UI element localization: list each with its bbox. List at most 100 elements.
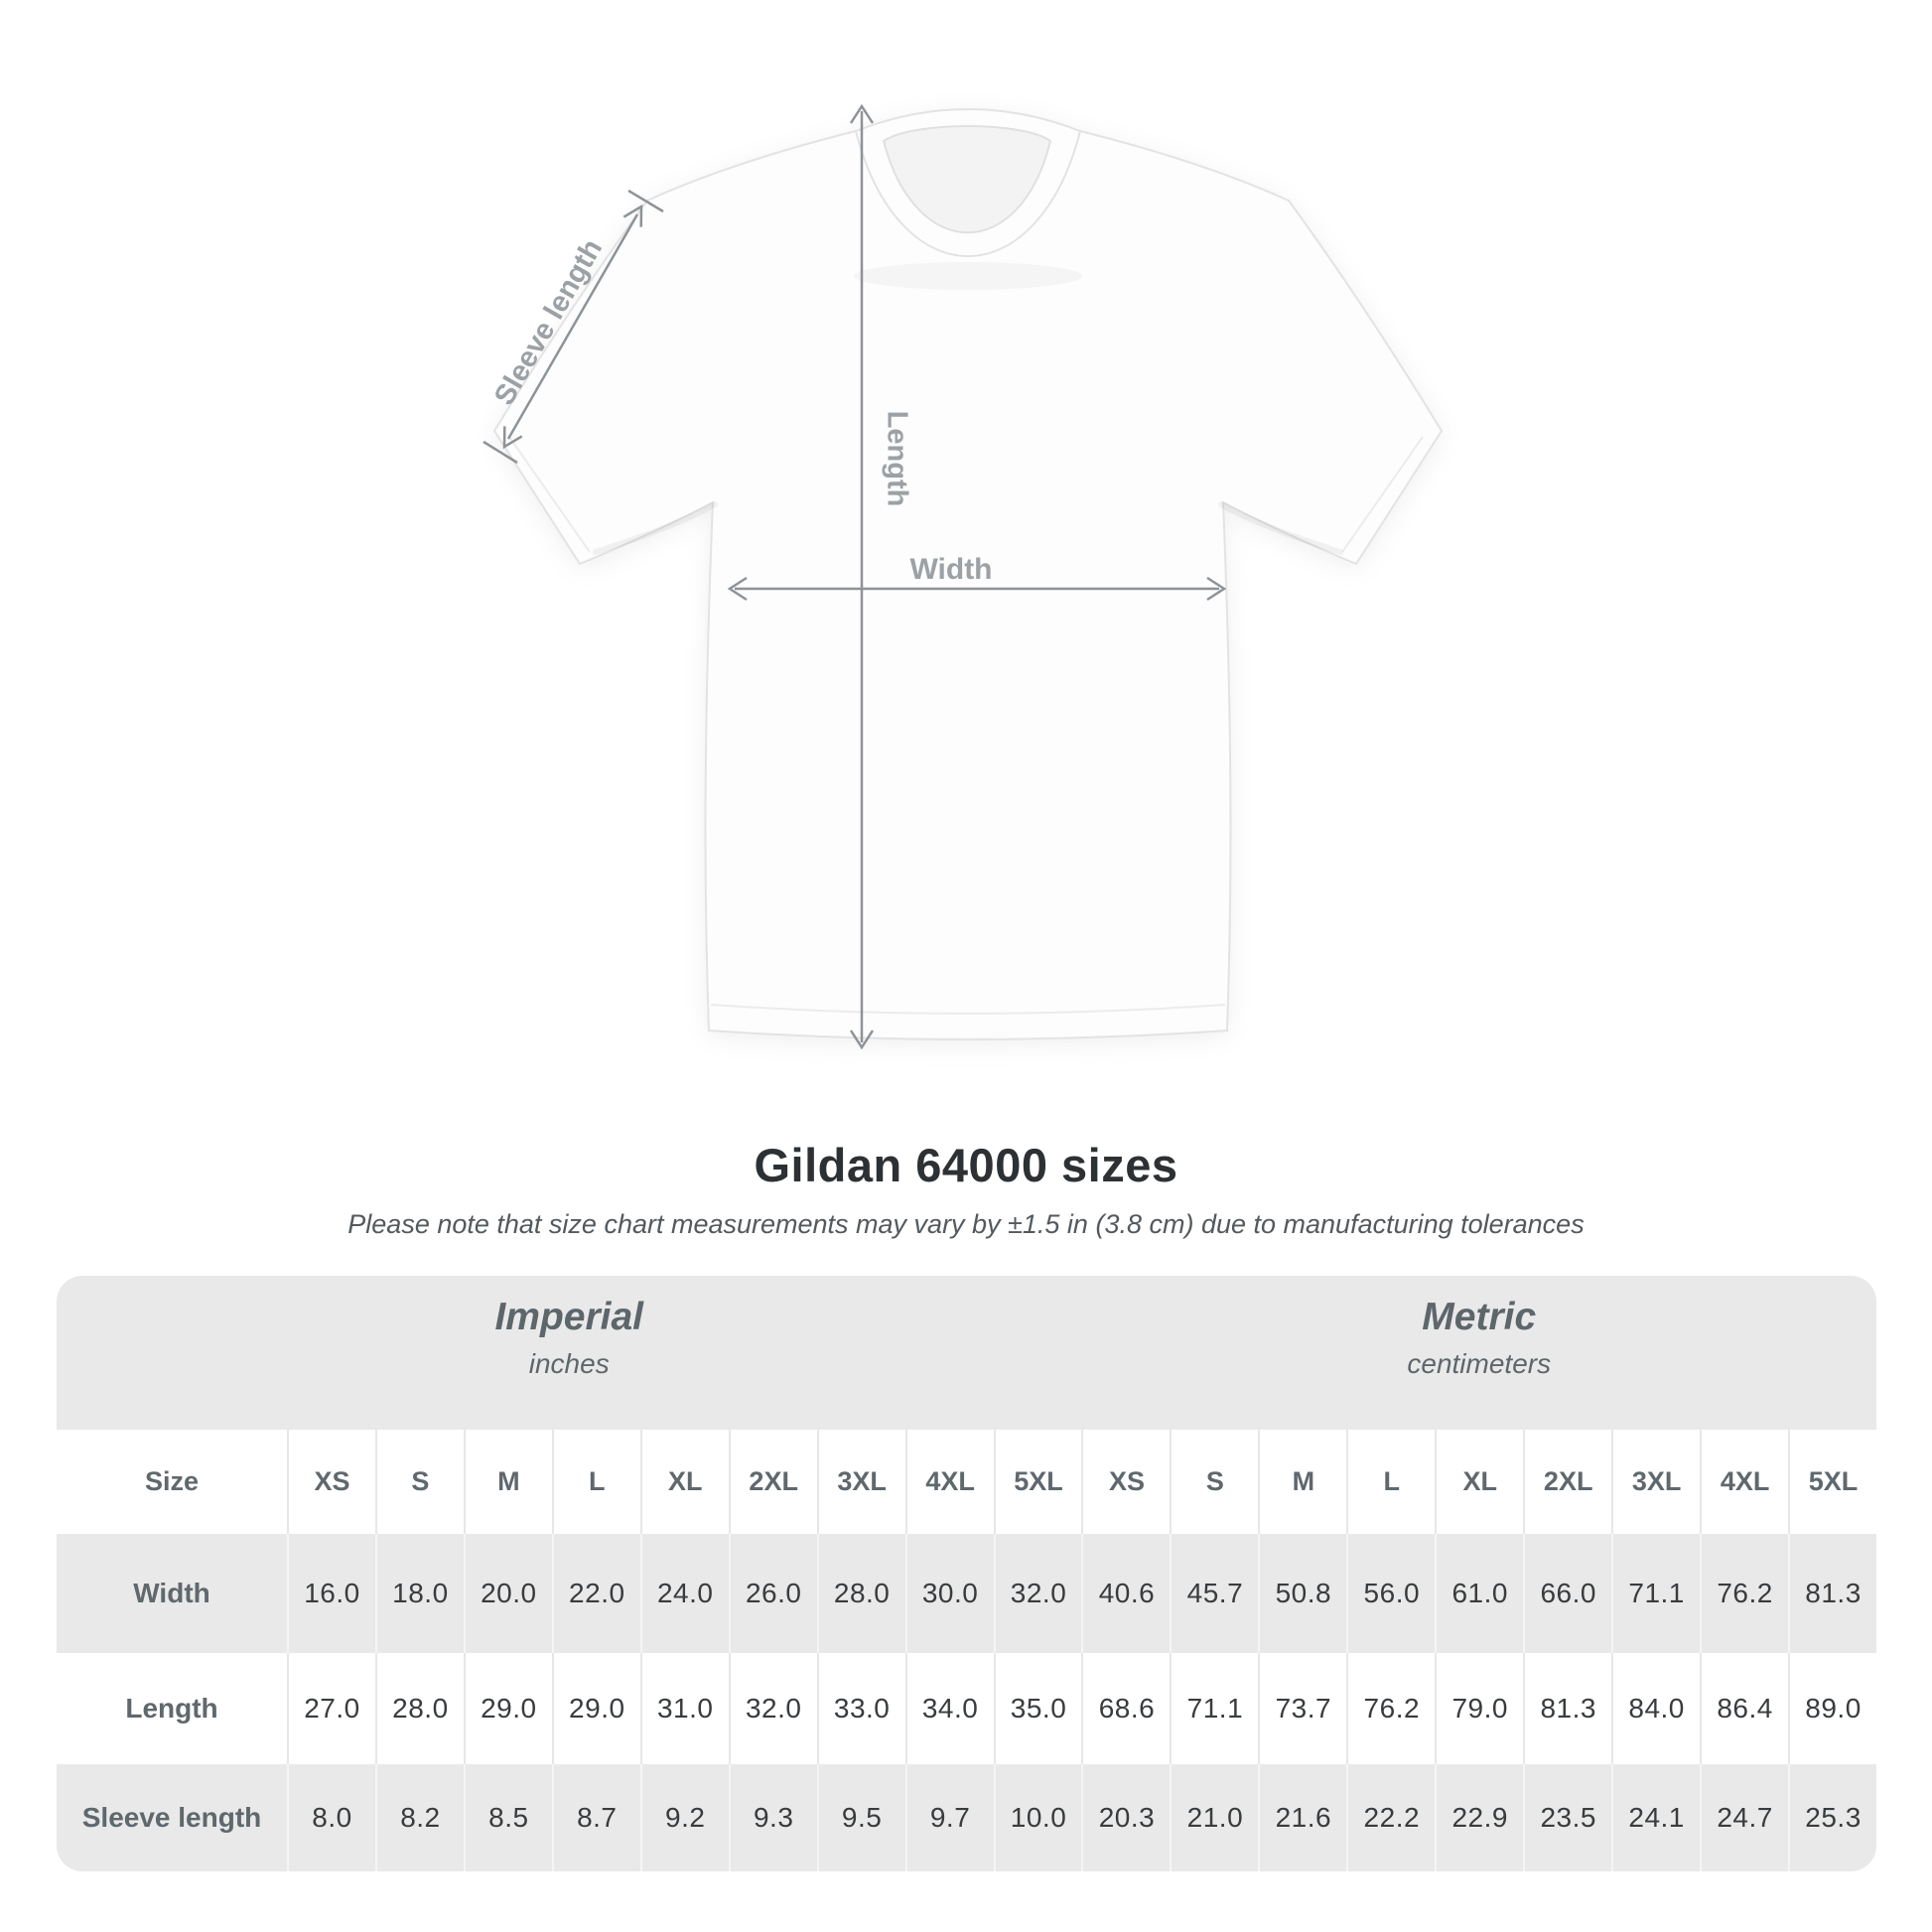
measurement-value: 28.0 [816, 1534, 905, 1653]
size-column-header: XS [1081, 1430, 1170, 1534]
measurement-value: 9.5 [816, 1764, 905, 1871]
tshirt-collar-shadow [854, 262, 1082, 290]
measurement-value: 45.7 [1170, 1534, 1259, 1653]
measurement-value: 27.0 [287, 1653, 375, 1764]
size-column-header: 4XL [904, 1430, 994, 1534]
size-column-header: M [463, 1430, 552, 1534]
measurement-value: 50.8 [1258, 1534, 1347, 1653]
measurement-value: 21.6 [1258, 1764, 1347, 1871]
measurement-value: 40.6 [1081, 1534, 1171, 1653]
size-row-header: Size [144, 1466, 200, 1496]
measurement-value: 68.6 [1081, 1653, 1170, 1764]
measurement-value: 25.3 [1788, 1764, 1876, 1871]
measurement-value: 89.0 [1788, 1653, 1876, 1764]
measurement-value: 71.1 [1170, 1653, 1258, 1764]
metric-title: Metric [1422, 1296, 1537, 1338]
measurement-value: 21.0 [1170, 1764, 1259, 1871]
measurement-arrows [483, 103, 1227, 1050]
measurement-value: 35.0 [993, 1653, 1082, 1764]
measurement-value: 29.0 [551, 1653, 640, 1764]
tshirt-left-cuff-stitch [508, 436, 591, 553]
tshirt-hem-stitch [710, 1004, 1226, 1015]
measurement-value: 86.4 [1700, 1653, 1788, 1764]
measurement-value: 33.0 [816, 1653, 905, 1764]
measurement-value: 20.3 [1081, 1764, 1171, 1871]
size-column-header: S [374, 1430, 464, 1534]
tshirt-left-underarm-crease [593, 501, 718, 555]
measurement-value: 22.9 [1435, 1764, 1524, 1871]
measurement-value: 30.0 [904, 1534, 994, 1653]
measurement-value: 34.0 [904, 1653, 994, 1764]
measurement-value: 9.3 [728, 1764, 817, 1871]
size-column-header: 2XL [1523, 1430, 1611, 1534]
measurement-value: 66.0 [1523, 1534, 1612, 1653]
row-label: Length [125, 1693, 218, 1724]
measurement-value: 79.0 [1435, 1653, 1523, 1764]
measurement-value: 32.0 [993, 1534, 1082, 1653]
measurement-value: 23.5 [1523, 1764, 1612, 1871]
size-table: Imperial inches Metric centimeters Size … [57, 1276, 1876, 1871]
tshirt-right-underarm-crease [1218, 501, 1343, 555]
measurement-value: 8.7 [551, 1764, 640, 1871]
measurement-value: 8.0 [287, 1764, 375, 1871]
measurement-value: 61.0 [1435, 1534, 1524, 1653]
metric-header: Metric centimeters [1081, 1276, 1876, 1430]
size-column-header: XL [1435, 1430, 1523, 1534]
tshirt-neck-opening [882, 125, 1052, 233]
measurement-value: 16.0 [287, 1534, 375, 1653]
measurement-value: 9.2 [639, 1764, 729, 1871]
size-column-header: M [1258, 1430, 1346, 1534]
measurement-value: 10.0 [993, 1764, 1082, 1871]
imperial-header: Imperial inches [57, 1276, 1082, 1430]
sleeve-length-arrow [483, 189, 664, 465]
measurement-value: 32.0 [728, 1653, 817, 1764]
length-label: Length [881, 410, 913, 507]
size-column-header: 3XL [1611, 1430, 1700, 1534]
measurement-value: 8.5 [463, 1764, 552, 1871]
size-column-header: 2XL [728, 1430, 817, 1534]
page-title: Gildan 64000 sizes [754, 1139, 1178, 1191]
measurement-value: 24.1 [1611, 1764, 1701, 1871]
measurement-value: 9.7 [904, 1764, 994, 1871]
length-arrow [849, 103, 875, 1050]
measurement-value: 24.0 [639, 1534, 729, 1653]
measurement-value: 8.2 [374, 1764, 464, 1871]
tshirt-collar-seam [855, 130, 1081, 257]
tshirt-right-cuff-stitch [1341, 436, 1424, 553]
size-column-header: S [1170, 1430, 1258, 1534]
measurement-value: 24.7 [1700, 1764, 1789, 1871]
page-subtitle: Please note that size chart measurements… [347, 1209, 1585, 1239]
measurement-value: 26.0 [728, 1534, 817, 1653]
tshirt-illustration [492, 108, 1444, 1040]
row-label: Width [57, 1534, 287, 1653]
measurement-value: 81.3 [1788, 1534, 1876, 1653]
measurement-value: 28.0 [374, 1653, 464, 1764]
size-column-header: 5XL [1788, 1430, 1876, 1534]
size-column-header: 5XL [993, 1430, 1082, 1534]
measurement-value: 81.3 [1523, 1653, 1611, 1764]
size-column-header: 4XL [1700, 1430, 1788, 1534]
tshirt-diagram [483, 103, 1444, 1050]
size-column-header: L [551, 1430, 640, 1534]
measurement-value: 76.2 [1700, 1534, 1789, 1653]
measurement-value: 31.0 [639, 1653, 729, 1764]
imperial-unit: inches [528, 1348, 610, 1379]
measurement-value: 22.2 [1346, 1764, 1436, 1871]
size-column-header: L [1346, 1430, 1435, 1534]
measurement-value: 71.1 [1611, 1534, 1701, 1653]
imperial-title: Imperial [494, 1296, 644, 1338]
size-column-header: XL [639, 1430, 729, 1534]
size-column-header: 3XL [816, 1430, 905, 1534]
metric-unit: centimeters [1407, 1348, 1552, 1379]
measurement-value: 76.2 [1346, 1653, 1435, 1764]
measurement-value: 56.0 [1346, 1534, 1436, 1653]
measurement-value: 18.0 [374, 1534, 464, 1653]
row-label: Sleeve length [57, 1764, 287, 1871]
measurement-value: 84.0 [1611, 1653, 1700, 1764]
width-arrow [727, 576, 1227, 602]
tshirt-body [492, 108, 1444, 1040]
width-label: Width [909, 553, 993, 586]
measurement-value: 22.0 [551, 1534, 640, 1653]
size-column-header: XS [287, 1430, 375, 1534]
